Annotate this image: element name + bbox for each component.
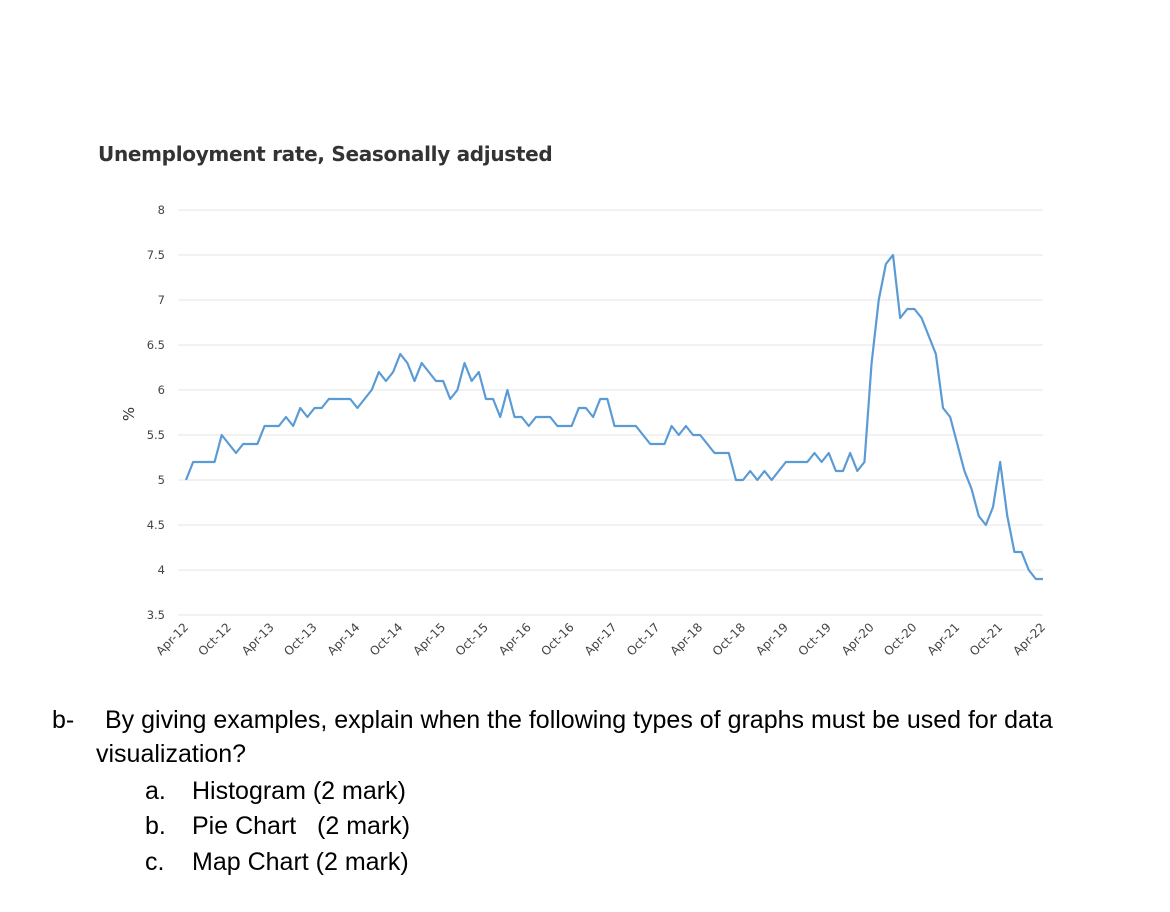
x-tick-label: Apr-20 [839, 620, 877, 658]
list-item-letter: c. [145, 848, 165, 876]
x-tick-label: Apr-13 [239, 620, 277, 658]
x-tick-label: Apr-21 [925, 620, 963, 658]
question-prefix: b- [52, 706, 75, 734]
list-item-text: Histogram (2 mark) [192, 777, 406, 805]
y-tick-label: 4.5 [147, 518, 165, 532]
list-item-text: Pie Chart (2 mark) [192, 812, 411, 840]
line-chart: 87.576.565.554.543.5 % Apr-12 Oct-12 Apr-1… [120, 203, 1048, 659]
list-item-text: Map Chart (2 mark) [192, 848, 409, 876]
series-group [184, 253, 1043, 581]
x-tick-label: Apr-15 [410, 620, 448, 658]
y-tick-label: 5.5 [147, 428, 165, 442]
y-axis-ticks: 8 7.5 7 6.5 6 5.5 5 4.5 4 3.5 [147, 203, 165, 622]
x-tick-label: Oct-18 [710, 620, 748, 658]
y-tick-label: 6.5 [147, 338, 165, 352]
x-tick-label: Apr-14 [325, 620, 363, 658]
y-tick-label: 7 [158, 293, 165, 307]
x-axis-ticks: Apr-12 Oct-12 Apr-13 Oct-13 Apr-14 Oct-14 Apr-… [153, 620, 1048, 658]
x-tick-label: Oct-19 [795, 620, 833, 658]
x-tick-label: Oct-12 [196, 620, 234, 658]
chart-title: Unemployment rate, Seasonally adjusted [98, 142, 553, 166]
x-tick-label: Apr-19 [753, 620, 791, 658]
question-line-2: visualization? [96, 740, 247, 768]
y-axis-label: % [120, 407, 138, 421]
x-tick-label: Oct-16 [538, 620, 576, 658]
x-tick-label: Oct-17 [624, 620, 662, 658]
x-tick-label: Oct-13 [281, 620, 319, 658]
x-tick-label: Apr-18 [667, 620, 705, 658]
y-tick-label: 4 [158, 563, 165, 577]
x-tick-label: Apr-16 [496, 620, 534, 658]
y-tick-label: 5 [158, 473, 165, 487]
x-tick-label: Oct-15 [453, 620, 491, 658]
x-tick-label: Oct-20 [881, 620, 919, 658]
question-line-1: By giving examples, explain when the fol… [105, 706, 1053, 734]
x-tick-label: Apr-17 [582, 620, 620, 658]
y-tick-label: 7.5 [147, 248, 165, 262]
x-tick-label: Apr-12 [153, 620, 191, 658]
gridlines [178, 209, 1043, 616]
unemployment-rate-line [184, 253, 1043, 581]
x-tick-label: Oct-21 [967, 620, 1005, 658]
x-tick-label: Oct-14 [367, 620, 405, 658]
y-tick-label: 8 [158, 203, 165, 217]
list-item-letter: b. [145, 812, 166, 840]
y-tick-label: 3.5 [147, 608, 165, 622]
x-tick-label: Apr-22 [1010, 620, 1048, 658]
list-item-letter: a. [145, 777, 166, 805]
y-tick-label: 6 [158, 383, 165, 397]
